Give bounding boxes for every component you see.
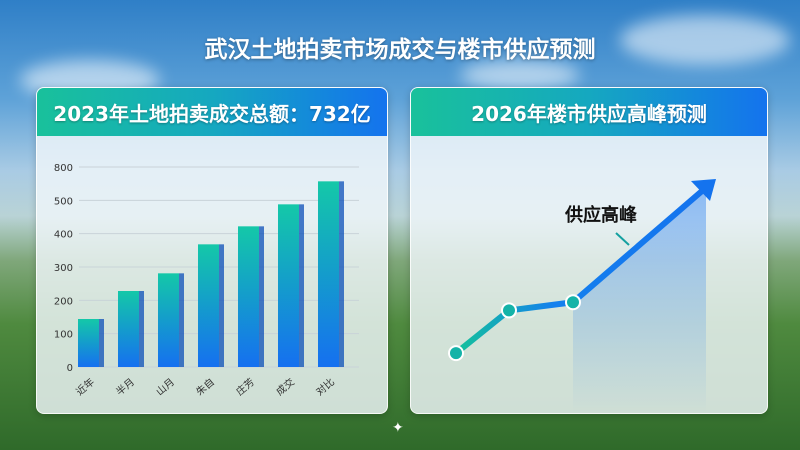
- bar-chart-panel: 2023年土地拍卖成交总额：732亿 0 100 200 300 400 500 800 近年…: [36, 87, 388, 414]
- bar-chart: 0 100 200 300 400 500 800 近年 半月 山月 朱自 庄芳 成交 对比: [54, 163, 359, 398]
- bar: [238, 226, 259, 367]
- bar-side: [99, 319, 104, 367]
- y-tick-label: 500: [54, 196, 73, 207]
- x-tick-label: 山月: [154, 376, 177, 398]
- logo-icon: ✦: [392, 420, 404, 436]
- x-tick-label: 对比: [313, 375, 337, 398]
- x-tick-label: 成交: [273, 375, 297, 398]
- bar-side: [259, 226, 264, 367]
- bar: [278, 204, 299, 367]
- annotation-pointer: [615, 232, 630, 246]
- data-point: [448, 345, 464, 362]
- cloud: [620, 15, 790, 65]
- x-tick-label: 朱自: [193, 375, 217, 398]
- area-fill: [573, 189, 706, 413]
- bar-side: [139, 291, 144, 367]
- y-tick-label: 400: [54, 230, 73, 241]
- y-tick-label: 800: [54, 163, 73, 174]
- bar: [198, 244, 219, 367]
- line-chart: 供应高峰: [448, 179, 716, 413]
- y-tick-label: 0: [67, 363, 73, 374]
- data-point: [501, 302, 517, 319]
- y-tick-label: 300: [54, 263, 73, 274]
- line-chart-title: 2026年楼市供应高峰预测: [411, 88, 767, 136]
- y-tick-label: 100: [54, 330, 73, 341]
- bar: [158, 273, 179, 367]
- bar-side: [339, 181, 344, 367]
- bar-side: [219, 244, 224, 367]
- x-tick-label: 近年: [73, 375, 97, 398]
- bar-side: [179, 273, 184, 367]
- bar: [118, 291, 139, 367]
- arrow-head: [691, 179, 716, 201]
- line-chart-panel: 2026年楼市供应高峰预测 供应高峰: [410, 87, 768, 414]
- page-title: 武汉土地拍卖市场成交与楼市供应预测: [204, 37, 596, 63]
- bar: [78, 319, 99, 367]
- trend-line: [454, 188, 704, 356]
- x-tick-label: 半月: [113, 375, 137, 398]
- cloud: [460, 60, 580, 90]
- x-tick-label: 庄芳: [233, 375, 257, 398]
- bar-chart-title: 2023年土地拍卖成交总额：732亿: [37, 88, 387, 136]
- data-point: [565, 294, 581, 311]
- bar-side: [299, 204, 304, 367]
- annotation-label: 供应高峰: [564, 204, 638, 226]
- y-tick-label: 200: [54, 296, 73, 307]
- bar: [318, 181, 339, 367]
